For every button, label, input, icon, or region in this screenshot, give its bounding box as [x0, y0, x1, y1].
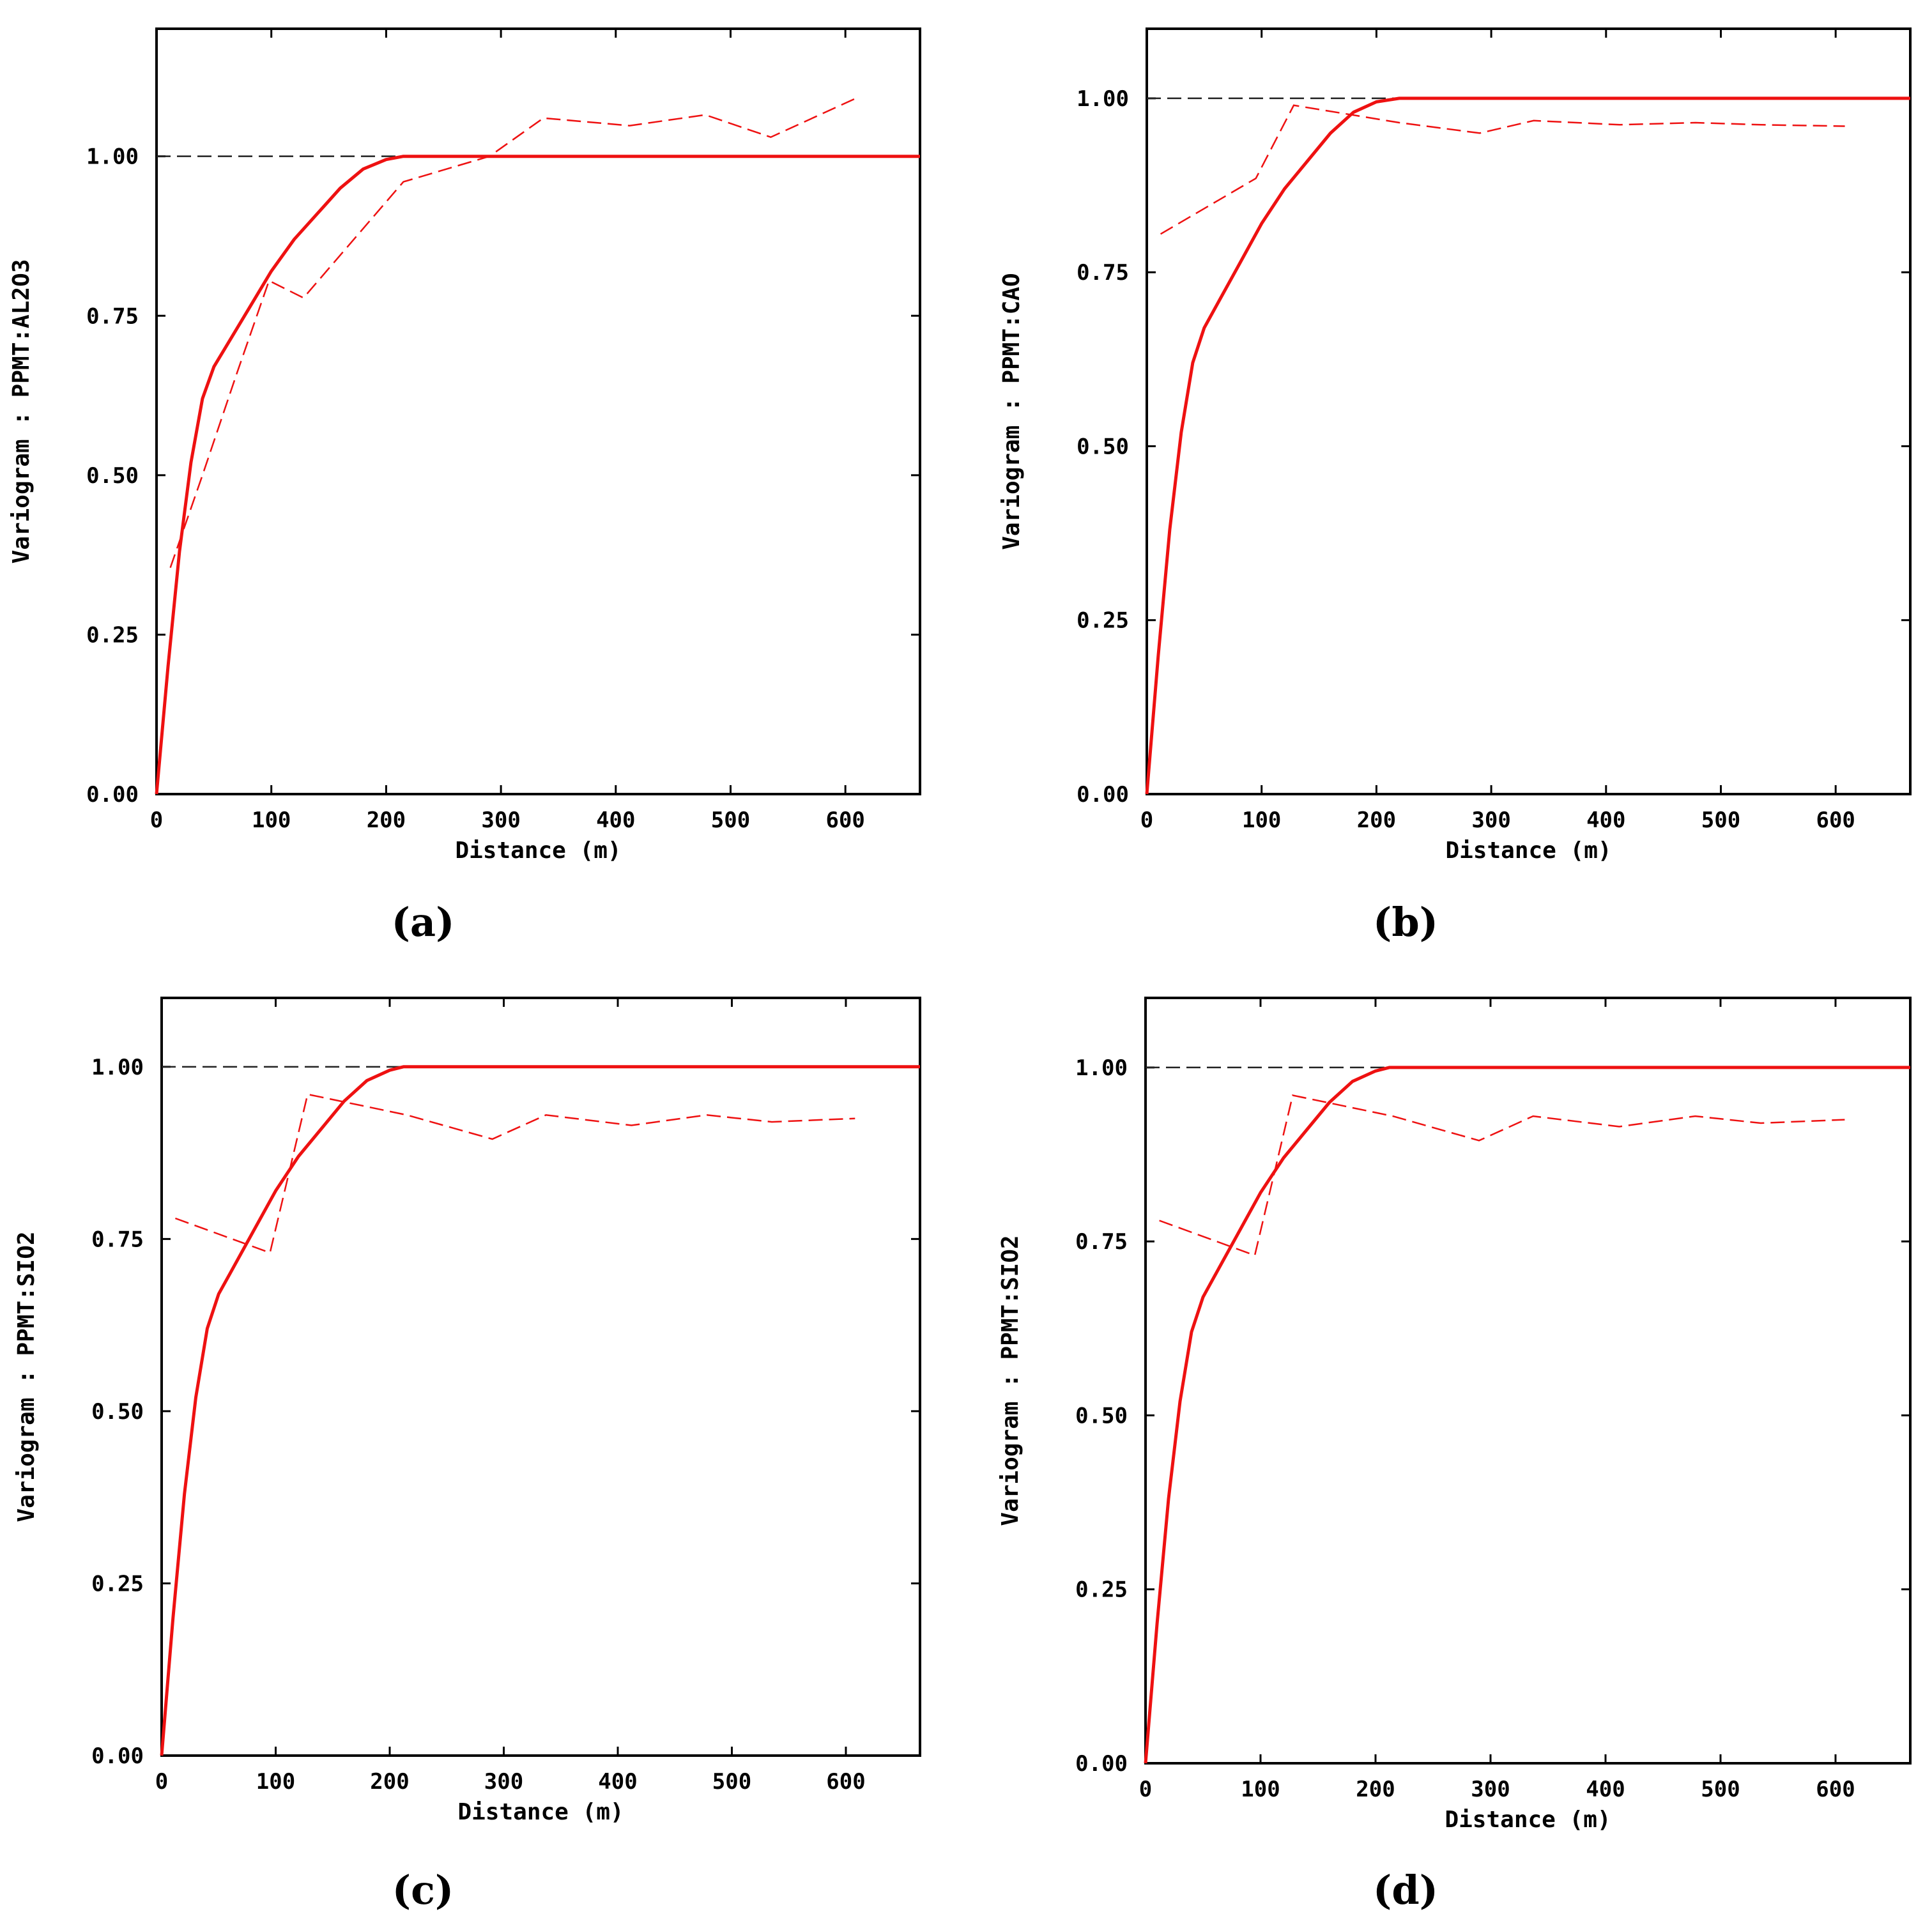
- x-tick-label: 600: [826, 1769, 865, 1795]
- x-tick-label: 100: [1242, 808, 1281, 833]
- panel-a: 0 100 200 300 400 500 600 0.00 0.25 0.50 0.75 1.00 D…: [8, 27, 921, 946]
- y-tick-label: 0.00: [1075, 1751, 1128, 1777]
- x-tick-label: 400: [598, 1769, 637, 1795]
- model-variogram-line: [1144, 1066, 1910, 1764]
- y-tick-label: 1.00: [91, 1055, 144, 1080]
- x-tick-label: 600: [1816, 808, 1855, 833]
- x-tick-label: 300: [1471, 1777, 1510, 1802]
- x-axis-label: Distance (m): [457, 1799, 624, 1825]
- y-tick-label: 0.25: [1075, 1577, 1128, 1603]
- x-tick-label: 500: [711, 808, 750, 833]
- y-tick-label: 0.50: [86, 463, 139, 489]
- plot-frame: [1146, 27, 1912, 795]
- panel-label: (c): [392, 1867, 454, 1913]
- panel-label: (b): [1373, 899, 1438, 946]
- x-tick-label: 300: [1471, 808, 1510, 833]
- x-axis-label: Distance (m): [1445, 838, 1611, 864]
- x-tick-label: 300: [484, 1769, 523, 1795]
- y-axis-label: Variogram : PPMT:CAO: [999, 273, 1025, 549]
- x-tick-label: 100: [252, 808, 291, 833]
- experimental-variogram-line: [174, 1093, 855, 1254]
- y-tick-label: 1.00: [86, 144, 139, 170]
- panel-label: (a): [392, 899, 455, 946]
- x-tick-label: 400: [1586, 1777, 1625, 1802]
- y-tick-label: 0.75: [1077, 260, 1129, 286]
- x-tick-label: 300: [481, 808, 520, 833]
- y-axis-label: Variogram : PPMT:SIO2: [997, 1235, 1023, 1526]
- x-tick-label: 500: [712, 1769, 751, 1795]
- y-tick-label: 0.75: [86, 303, 139, 329]
- panel-b: 0 100 200 300 400 500 600 0.00 0.25 0.50 0.75 1.00 D…: [999, 27, 1912, 946]
- x-tick-label: 200: [1357, 808, 1396, 833]
- y-axis-label: Variogram : PPMT:SIO2: [13, 1231, 40, 1522]
- y-tick-label: 0.00: [1077, 782, 1129, 808]
- x-tick-label: 600: [1816, 1777, 1855, 1802]
- model-variogram-line: [160, 1065, 920, 1756]
- plot-frame: [160, 997, 921, 1757]
- y-tick-label: 0.50: [1075, 1403, 1128, 1428]
- x-tick-label: 0: [155, 1769, 168, 1795]
- experimental-variogram-line: [1160, 104, 1845, 235]
- x-tick-label: 0: [1140, 808, 1153, 833]
- experimental-variogram-line: [169, 98, 855, 569]
- y-tick-label: 0.00: [86, 782, 139, 808]
- x-axis-label: Distance (m): [1445, 1807, 1611, 1833]
- experimental-variogram-line: [1159, 1094, 1845, 1257]
- x-tick-label: 200: [1356, 1777, 1395, 1802]
- panel-d: 0 100 200 300 400 500 600 0.00 0.25 0.50 0.75 1.00 D…: [997, 997, 1912, 1913]
- x-tick-label: 400: [1586, 808, 1625, 833]
- plot-frame: [1144, 997, 1912, 1765]
- x-tick-label: 200: [367, 808, 406, 833]
- y-tick-label: 0.00: [91, 1743, 144, 1769]
- y-tick-label: 1.00: [1077, 86, 1129, 112]
- y-tick-label: 0.25: [1077, 608, 1129, 634]
- x-axis-label: Distance (m): [455, 838, 621, 864]
- y-tick-label: 0.25: [86, 622, 139, 648]
- panel-c: 0 100 200 300 400 500 600 0.00 0.25 0.50 0.75 1.00 D…: [13, 997, 921, 1913]
- y-tick-label: 0.50: [91, 1399, 144, 1425]
- x-tick-label: 0: [150, 808, 163, 833]
- x-tick-label: 0: [1139, 1777, 1152, 1802]
- model-variogram-line: [1145, 96, 1910, 795]
- x-tick-label: 500: [1701, 808, 1740, 833]
- x-tick-label: 200: [370, 1769, 409, 1795]
- x-tick-label: 400: [596, 808, 635, 833]
- panel-label: (d): [1373, 1867, 1438, 1913]
- x-tick-label: 100: [256, 1769, 295, 1795]
- x-tick-label: 600: [825, 808, 864, 833]
- x-tick-label: 500: [1701, 1777, 1740, 1802]
- y-tick-label: 0.75: [91, 1227, 144, 1252]
- y-tick-label: 0.25: [91, 1571, 144, 1597]
- plot-frame: [155, 27, 921, 795]
- y-tick-label: 0.75: [1075, 1229, 1128, 1255]
- y-axis-label: Variogram : PPMT:AL2O3: [8, 259, 34, 564]
- model-variogram-line: [155, 155, 920, 795]
- y-tick-label: 1.00: [1075, 1055, 1128, 1081]
- y-tick-label: 0.50: [1077, 434, 1129, 459]
- x-tick-label: 100: [1241, 1777, 1280, 1802]
